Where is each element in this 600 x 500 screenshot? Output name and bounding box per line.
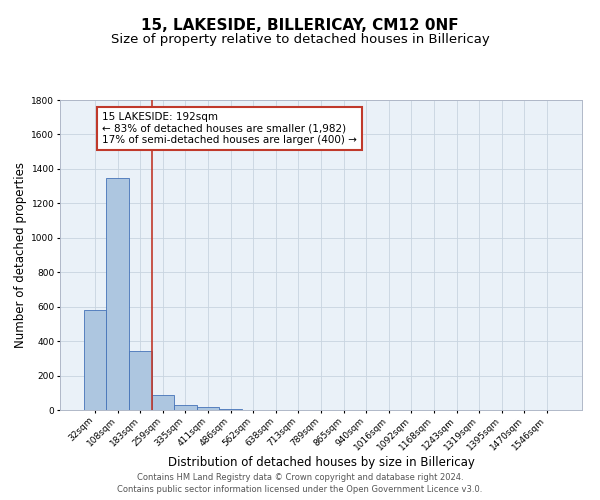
Text: Contains HM Land Registry data © Crown copyright and database right 2024.: Contains HM Land Registry data © Crown c…: [137, 472, 463, 482]
X-axis label: Distribution of detached houses by size in Billericay: Distribution of detached houses by size …: [167, 456, 475, 469]
Bar: [129, 350, 152, 410]
Text: 15, LAKESIDE, BILLERICAY, CM12 0NF: 15, LAKESIDE, BILLERICAY, CM12 0NF: [141, 18, 459, 32]
Text: Contains public sector information licensed under the Open Government Licence v3: Contains public sector information licen…: [118, 485, 482, 494]
Bar: [152, 394, 174, 410]
Bar: [106, 178, 129, 410]
Text: Size of property relative to detached houses in Billericay: Size of property relative to detached ho…: [110, 32, 490, 46]
Bar: [84, 310, 106, 410]
Bar: [174, 405, 197, 410]
Text: 15 LAKESIDE: 192sqm
← 83% of detached houses are smaller (1,982)
17% of semi-det: 15 LAKESIDE: 192sqm ← 83% of detached ho…: [102, 112, 356, 146]
Bar: [197, 408, 220, 410]
Bar: [220, 409, 242, 410]
Y-axis label: Number of detached properties: Number of detached properties: [14, 162, 27, 348]
